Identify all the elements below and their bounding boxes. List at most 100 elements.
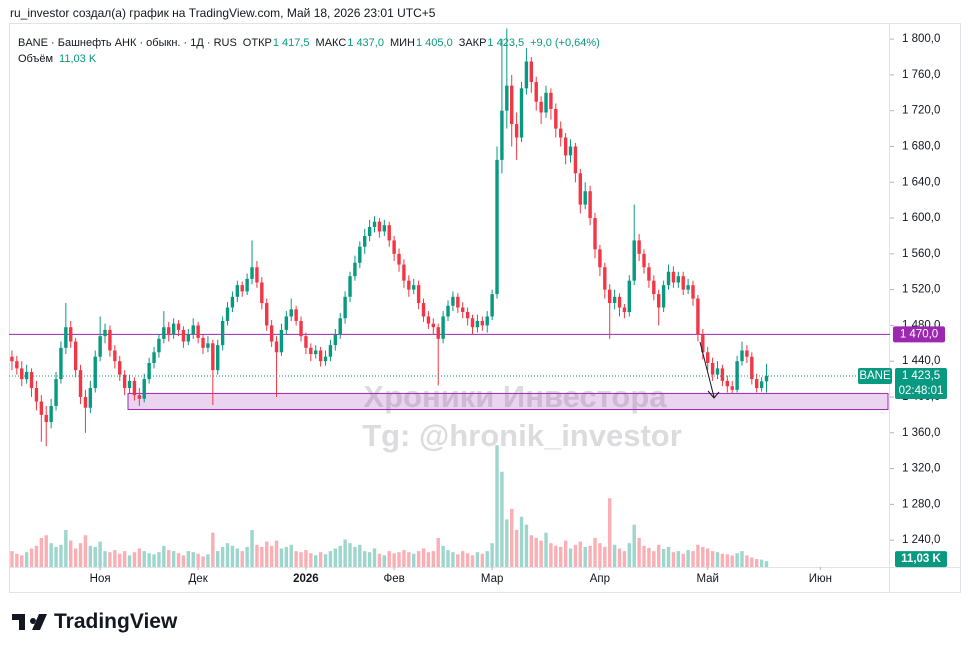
- candle-body: [73, 341, 78, 371]
- candle-body: [461, 307, 465, 312]
- volume-bar: [554, 545, 558, 567]
- volume-bar: [568, 548, 573, 567]
- volume-bar: [338, 545, 342, 567]
- volume-bar: [265, 541, 269, 567]
- candle-body: [661, 285, 666, 308]
- price-badge: [895, 367, 947, 399]
- legend-key: ЗАКР: [458, 37, 487, 49]
- candle-body: [764, 375, 769, 382]
- candle-body: [603, 267, 607, 290]
- candle-body: [201, 337, 205, 348]
- volume-bar: [637, 537, 641, 567]
- volume-bar: [333, 548, 338, 567]
- candle-body: [568, 146, 573, 156]
- candle-body: [392, 240, 396, 254]
- candle-body: [544, 92, 548, 113]
- y-tick-label: 1 560,0: [902, 248, 940, 260]
- candle-body: [113, 350, 117, 362]
- candle-body: [637, 240, 641, 254]
- volume-bar: [127, 555, 132, 567]
- volume-bar: [10, 551, 14, 567]
- candle-body: [407, 280, 411, 290]
- volume-bar: [59, 544, 63, 567]
- volume-bar: [122, 551, 127, 567]
- candle-body: [64, 327, 68, 348]
- candle-body: [696, 298, 700, 335]
- volume-bar: [201, 556, 205, 567]
- candle-body: [54, 379, 58, 406]
- candle-body: [171, 323, 176, 335]
- symbol-label: BANE: [859, 370, 891, 382]
- volume-bar: [461, 551, 465, 567]
- candle-body: [500, 110, 504, 160]
- candle-body: [220, 320, 225, 346]
- candle-body: [480, 320, 485, 326]
- candle-body: [490, 294, 494, 317]
- candle-body: [612, 296, 617, 304]
- volume-bar: [54, 546, 58, 567]
- volume-bar: [750, 557, 754, 567]
- volume-bar: [372, 548, 377, 567]
- candle-body: [309, 347, 313, 355]
- candle-body: [24, 371, 29, 380]
- legend-value: 1 405,0: [415, 37, 453, 49]
- volume-bar: [245, 546, 249, 567]
- candle-body: [176, 323, 181, 330]
- candle-body: [343, 296, 347, 319]
- chart-frame: [9, 23, 961, 593]
- y-tick-label: 1 520,0: [902, 284, 940, 296]
- volume-bar: [426, 552, 431, 567]
- candle-body: [529, 61, 534, 83]
- candle-body: [314, 350, 318, 355]
- candle-body: [34, 388, 39, 402]
- y-tick-label: 1 440,0: [902, 355, 940, 367]
- candle-body: [740, 350, 744, 362]
- volume-bar: [657, 544, 661, 567]
- volume-bar: [603, 546, 607, 567]
- y-tick-label: 1 720,0: [902, 105, 940, 117]
- candle-body: [573, 146, 578, 174]
- volume-bar: [314, 555, 318, 567]
- candle-body: [666, 271, 671, 286]
- candle-body: [485, 316, 489, 326]
- candle-body: [524, 61, 529, 89]
- candle-body: [250, 267, 254, 279]
- volume-bar: [343, 539, 347, 567]
- candle-body: [93, 356, 97, 389]
- volume-bar: [671, 552, 676, 567]
- candle-body: [304, 336, 308, 348]
- y-tick-label: 1 240,0: [902, 534, 940, 546]
- candle-body: [750, 356, 754, 380]
- volume-bar: [20, 555, 24, 567]
- watermark: Хроники Инвестора Tg: @hronik_investor: [362, 379, 682, 453]
- watermark-line: Хроники Инвестора: [363, 379, 667, 414]
- y-tick-label: 1 640,0: [902, 176, 940, 188]
- y-tick-label: 1 760,0: [902, 69, 940, 81]
- volume-bar: [49, 543, 53, 567]
- volume-bar: [706, 548, 710, 567]
- candle-body: [681, 276, 685, 290]
- volume-bar: [407, 552, 411, 567]
- watermark-line: Tg: @hronik_investor: [362, 418, 682, 453]
- candle-body: [416, 285, 421, 304]
- y-tick-label: 1 360,0: [902, 427, 940, 439]
- logo-icon: [12, 614, 47, 630]
- volume-bar: [725, 554, 730, 567]
- candle-body: [519, 88, 524, 138]
- volume-bar: [598, 543, 602, 567]
- volume-bar: [73, 548, 78, 567]
- candle-body: [152, 352, 156, 363]
- volume-bar: [118, 553, 122, 567]
- candle-body: [431, 323, 436, 328]
- candle-body: [289, 309, 293, 317]
- candle-body: [196, 325, 200, 338]
- candle-body: [534, 82, 538, 102]
- volume-bar: [710, 551, 715, 567]
- volume-bar: [436, 537, 440, 567]
- candle-body: [382, 225, 387, 232]
- x-tick-label: Ноя: [90, 573, 111, 585]
- volume-bar: [358, 544, 362, 567]
- volume-bar: [691, 551, 695, 567]
- candle-body: [622, 307, 627, 312]
- candle-body: [372, 221, 377, 227]
